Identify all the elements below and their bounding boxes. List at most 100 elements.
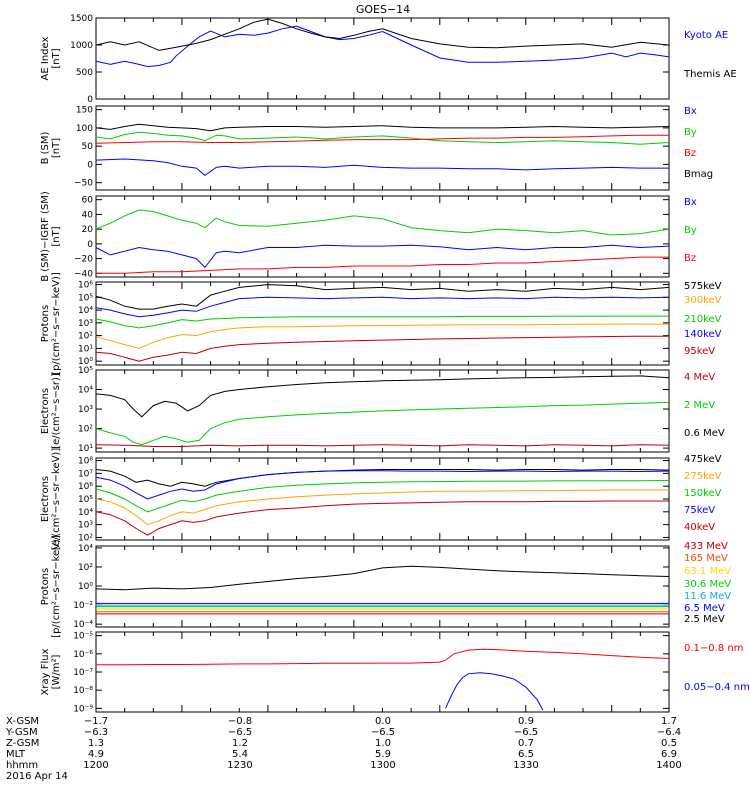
legend-entry: By [684, 225, 697, 236]
y-axis-unit: [nT] [51, 48, 62, 68]
y-tick-label: 150 [76, 106, 93, 116]
legend-entry: 40keV [684, 522, 715, 533]
y-axis-unit: [nT] [51, 226, 62, 246]
row-value: 1300 [370, 760, 396, 771]
y-tick-label: 1500 [70, 14, 93, 24]
y-axis-unit: [p/(cm²−s−sr−keV)] [51, 272, 62, 375]
y-axis-unit: [e/(cm²−s−sr)] [51, 373, 62, 449]
y-tick-label: 10⁻⁸ [73, 686, 93, 696]
legend-entry: Bmag [684, 169, 713, 180]
legend-entry: 95keV [684, 346, 715, 357]
y-axis-label: Electrons [40, 388, 51, 434]
row-value: 5.4 [232, 749, 248, 760]
y-tick-label: 10⁻⁶ [73, 650, 93, 660]
legend-entry: Bz [684, 148, 696, 159]
legend-entry: 0.6 MeV [684, 428, 725, 439]
row-value: 6.5 [518, 749, 534, 760]
legend-entry: 0.1−0.8 nm [684, 643, 743, 654]
y-axis-label: AE Index [40, 36, 51, 80]
series-line-bz [96, 256, 669, 274]
y-tick-label: 10⁻⁵ [73, 632, 93, 642]
y-tick-label: 10² [78, 332, 93, 342]
legend-entry: Themis AE [683, 69, 737, 80]
footer-row-mlt: MLT 4.9 5.4 5.9 6.5 6.9 [0, 749, 750, 760]
y-tick-label: 10² [78, 425, 93, 435]
legend-entry: 2 MeV [684, 400, 715, 411]
y-tick-label: 10⁻⁴ [73, 620, 93, 630]
row-value: 1230 [227, 760, 253, 771]
y-tick-label: 10⁻⁹ [73, 704, 93, 714]
y-tick-label: 10⁵ [78, 495, 93, 505]
series-line-210kev [96, 315, 669, 329]
series-line-bmag [96, 123, 669, 132]
y-tick-label: 60 [82, 196, 94, 206]
panel-frame [95, 631, 670, 713]
panel-frame [95, 545, 670, 628]
series-line-themis-ae [96, 18, 669, 51]
y-tick-label: −20 [74, 255, 93, 265]
y-tick-label: 10⁻² [73, 601, 93, 611]
series-line-575kev [96, 284, 669, 310]
row-value: 0.0 [375, 716, 391, 727]
y-tick-label: 10² [78, 533, 93, 543]
legend-entry: 140keV [684, 329, 722, 340]
row-label: X-GSM [6, 716, 40, 727]
series-line-by [96, 209, 669, 236]
row-value: 1400 [656, 760, 682, 771]
legend-entry: 75keV [684, 505, 715, 516]
legend-entry: 475keV [684, 454, 722, 465]
y-tick-label: 10⁴ [78, 306, 93, 316]
series-line-bx [96, 158, 669, 177]
legend-entry: 63.1 MeV [684, 566, 731, 577]
footer-row-hhmm: hhmm 1200 1230 1300 1330 1400 [0, 760, 750, 771]
panel-frame [95, 195, 670, 278]
row-value: −6.5 [513, 727, 539, 738]
y-axis-label: Protons [40, 568, 51, 605]
row-label: Z-GSM [6, 738, 40, 749]
y-tick-label: −40 [74, 269, 93, 279]
row-value: −1.7 [83, 716, 109, 727]
y-tick-label: 10⁵ [78, 366, 93, 376]
y-axis-unit: [p/(cm²−s−sr−keV)] [51, 535, 62, 638]
row-value: −6.5 [370, 727, 396, 738]
y-tick-label: 10¹ [78, 444, 93, 454]
chart-title: GOES−14 [356, 3, 410, 16]
series-line-2-5-mev [96, 565, 669, 591]
y-tick-label: 10⁴ [78, 386, 93, 396]
legend-entry: 30.6 MeV [684, 579, 731, 590]
y-axis-label: B (SM)−IGRF (SM) [40, 191, 51, 282]
row-value: 1330 [513, 760, 539, 771]
y-tick-label: 10⁰ [78, 357, 93, 367]
y-axis-unit: [e/(cm²−s−sr−keV)] [51, 448, 62, 551]
series-line-2-mev [96, 401, 669, 446]
row-value: 1.7 [661, 716, 677, 727]
y-tick-label: 10⁴ [78, 544, 93, 554]
row-label: hhmm [6, 760, 39, 771]
legend-entry: 150keV [684, 488, 722, 499]
series-line-40kev [96, 500, 669, 536]
y-tick-label: 0 [87, 95, 93, 105]
legend-entry: 433 MeV [684, 541, 728, 552]
y-tick-label: 0 [87, 240, 93, 250]
legend-entry: 300keV [684, 295, 722, 306]
y-tick-label: 40 [82, 210, 94, 220]
row-label: MLT [6, 749, 25, 760]
row-value: 5.9 [375, 749, 391, 760]
legend-entry: 575keV [684, 281, 722, 292]
row-value: 1.3 [88, 738, 104, 749]
legend-entry: By [684, 127, 697, 138]
footer-row-x-gsm: X-GSM −1.7 −0.8 0.0 0.9 1.7 [0, 716, 750, 727]
footer-row-y-gsm: Y-GSM −6.3 −6.5 −6.5 −6.5 −6.4 [0, 727, 750, 738]
panel-frame [95, 17, 670, 100]
series-line-0-6-mev [96, 375, 669, 418]
y-axis-label: Xray Flux [40, 648, 51, 695]
row-value: −0.8 [227, 716, 253, 727]
y-tick-label: 10³ [78, 405, 93, 415]
date-label: 2016 Apr 14 [6, 771, 68, 782]
y-tick-label: 10³ [78, 521, 93, 531]
legend-entry: 2.5 MeV [684, 614, 725, 625]
series-line-275kev [96, 489, 669, 526]
legend-entry: Kyoto AE [684, 30, 728, 41]
